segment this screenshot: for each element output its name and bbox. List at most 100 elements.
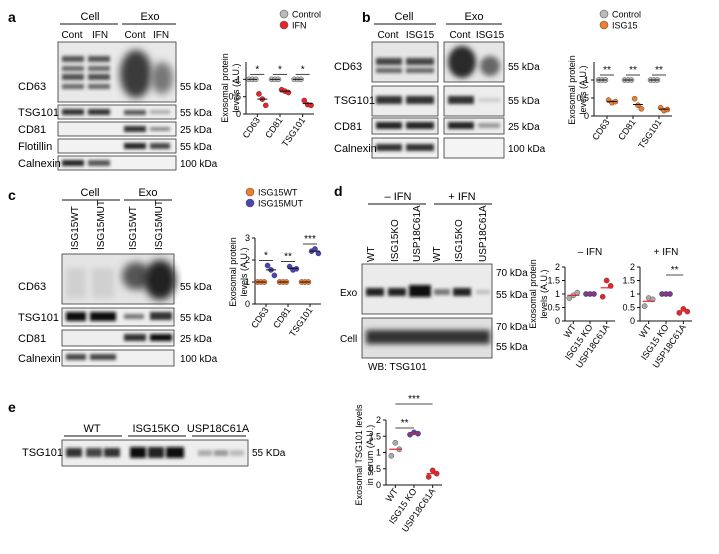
panel-e-lane-wt: WT <box>83 423 100 435</box>
blot-band <box>376 122 500 129</box>
panel-b-lane-4: ISG15 <box>476 30 505 41</box>
panel-b-lane-1: Cont <box>377 30 398 41</box>
panel-a-lane-3: Cont <box>124 30 145 41</box>
panel-c-row-calnexin: Calnexin <box>18 353 61 365</box>
legend-swatch <box>279 20 289 30</box>
panel-a-row-tsg101: TSG101 <box>18 107 59 119</box>
y-tick-label: 1 <box>245 277 250 287</box>
panel-d-footer: WB: TSG101 <box>368 362 427 373</box>
data-point <box>574 289 581 296</box>
legend-label: ISG15 <box>612 21 638 31</box>
panel-c-row-cd81: CD81 <box>18 333 46 345</box>
x-tick-label: TSG101 <box>280 115 307 148</box>
y-axis-label: Exosomal TSG101 levelsin serum (A.U.) <box>354 404 375 505</box>
data-point <box>425 474 432 480</box>
y-tick-label: 0.5 <box>576 93 589 103</box>
panel-a-row-calnexin: Calnexin <box>18 158 61 170</box>
legend-swatch <box>245 198 255 208</box>
panel-c-group-cell: Cell <box>81 187 100 199</box>
y-axis-label: Exosomal proteinlevels (A.U.) <box>528 259 549 329</box>
panel-d-lane-3: USP18C61A <box>412 205 423 262</box>
panel-b-group-exo: Exo <box>465 11 484 23</box>
panel-a-lane-4: IFN <box>153 30 169 41</box>
x-tick-label: CD81 <box>271 305 292 330</box>
x-tick-label: CD63 <box>249 305 270 330</box>
significance-label: ** <box>401 418 409 429</box>
y-tick-label: 0 <box>245 299 250 309</box>
x-tick-label: CD81 <box>616 117 637 142</box>
panel-b-row-calnexin: Calnexin <box>334 143 377 155</box>
panel-d-lane-4: WT <box>432 246 443 262</box>
significance-label: *** <box>304 234 316 245</box>
panel-c-kda-cd63: 55 kDa <box>180 282 212 293</box>
y-axis-label: Exosomal proteinlevels (A.U.) <box>567 55 588 125</box>
significance-label: * <box>301 64 305 75</box>
significance-label: ** <box>603 65 611 76</box>
y-tick-label: 2 <box>630 262 635 272</box>
panel-b-kda-tsg101: 55 kDa <box>508 96 540 107</box>
y-tick-label: 1.5 <box>622 276 635 286</box>
legend-label: ISG15WT <box>258 188 298 198</box>
y-tick-label: 1.5 <box>368 431 381 441</box>
significance-label: ** <box>655 65 663 76</box>
significance-label: *** <box>408 394 420 405</box>
blot-band <box>366 330 490 344</box>
panel-a-kda-cd81: 25 kDa <box>180 125 212 136</box>
data-point <box>603 277 610 284</box>
legend-swatch <box>599 9 609 19</box>
y-tick-label: 0 <box>555 316 560 326</box>
panel-c-group-exo: Exo <box>139 187 158 199</box>
panel-d-exo-kda-bottom: 55 kDa <box>496 290 528 301</box>
panel-e-lane-isg15ko: ISG15KO <box>132 423 180 435</box>
data-point <box>392 439 399 446</box>
y-tick-label: 0 <box>630 316 635 326</box>
x-tick-label: TSG101 <box>636 117 663 150</box>
panel-letter-e: e <box>8 399 16 415</box>
blot-band <box>62 160 110 166</box>
panel-d-row-exo: Exo <box>340 288 358 299</box>
legend-swatch <box>599 20 609 30</box>
panel-d-blot: d – IFN + IFN WT ISG15KO USP18C61A WT IS… <box>334 183 528 373</box>
blot-band <box>366 285 490 297</box>
y-tick-label: 1 <box>630 289 635 299</box>
panel-e-row-label: TSG101 <box>22 447 63 459</box>
panel-letter-a: a <box>8 9 16 25</box>
y-tick-label: 0 <box>236 109 241 119</box>
panel-letter-c: c <box>8 187 16 203</box>
panel-a-row-cd63: CD63 <box>18 81 46 93</box>
panel-d-row-cell: Cell <box>340 334 357 345</box>
y-tick-label: 0 <box>376 480 381 490</box>
panel-b-kda-calnexin: 100 kDa <box>508 144 546 155</box>
panel-b-lane-3: Cont <box>449 30 470 41</box>
blot-band <box>62 109 170 115</box>
y-tick-label: 1 <box>376 448 381 458</box>
x-tick-label: WT <box>384 486 401 504</box>
panel-b-row-cd81: CD81 <box>334 121 362 133</box>
blot-band <box>66 447 244 458</box>
blot-band <box>66 312 172 321</box>
x-tick-label: CD63 <box>590 117 611 142</box>
panel-a-kda-calnexin: 100 kDa <box>180 159 218 170</box>
panel-a-group-cell: Cell <box>81 11 100 23</box>
blot-band <box>62 56 110 89</box>
data-point <box>256 91 262 97</box>
significance-label: ** <box>284 252 292 263</box>
significance-label: * <box>264 251 268 262</box>
panel-letter-b: b <box>362 9 371 25</box>
y-axis-label: Exosomal proteinlevels (A.U.) <box>220 53 241 123</box>
panel-c-lane-2: ISG15MUT <box>96 200 107 250</box>
blot-band <box>124 334 172 341</box>
legend-label: Control <box>292 10 321 20</box>
legend-swatch <box>279 9 289 19</box>
significance-label: * <box>255 64 259 75</box>
blot-band <box>376 58 434 73</box>
y-tick-label: 0 <box>584 111 589 121</box>
significance-label: ** <box>671 265 679 276</box>
blot-band <box>376 144 434 151</box>
y-tick-label: 1.5 <box>547 276 560 286</box>
